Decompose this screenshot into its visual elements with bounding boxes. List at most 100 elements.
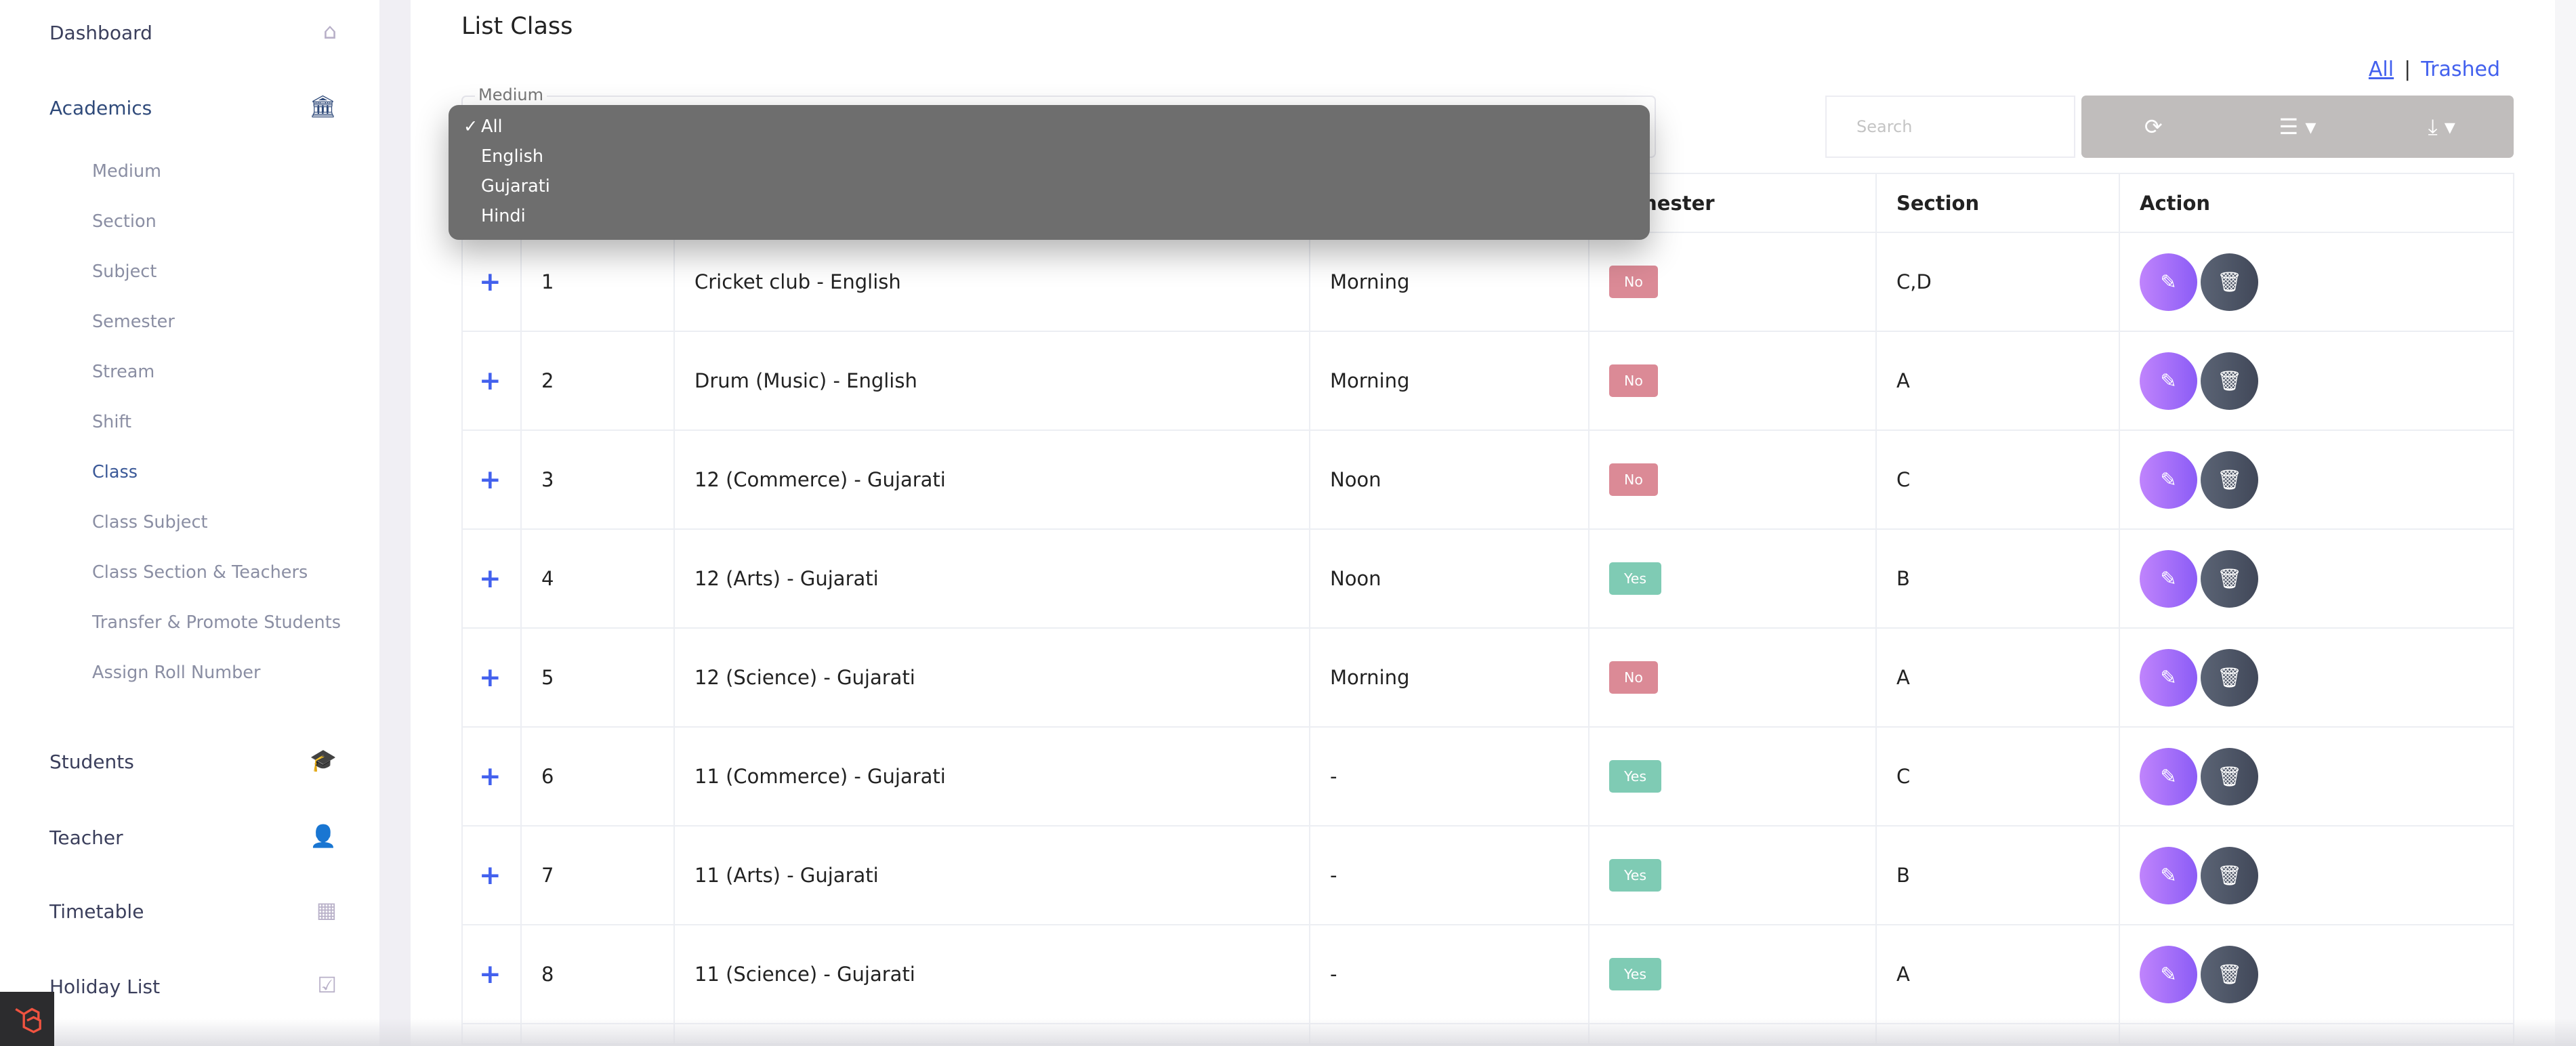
edit-button[interactable]: ✎	[2140, 846, 2197, 904]
table-row: + 5 12 (Science) - Gujarati Morning No A…	[461, 627, 2514, 728]
semester-badge: Yes	[1609, 562, 1662, 595]
row-number: 1	[520, 232, 675, 332]
sidebar-subitem[interactable]: Medium	[92, 161, 161, 182]
semester-cell: Yes	[1588, 726, 1877, 827]
row-number: 2	[520, 331, 675, 431]
delete-button[interactable]: 🗑	[2201, 648, 2258, 707]
section: B	[1875, 825, 2120, 925]
scrollbar-track[interactable]	[2555, 0, 2576, 1046]
expand-row-button[interactable]: +	[461, 232, 522, 332]
edit-button[interactable]: ✎	[2140, 648, 2197, 707]
shift: Noon	[1309, 528, 1590, 629]
semester-badge: No	[1609, 266, 1658, 298]
actions-cell: ✎ 🗑	[2119, 627, 2514, 728]
delete-button[interactable]: 🗑	[2201, 747, 2258, 806]
sidebar-item-academics[interactable]: Academics 🏛	[49, 93, 337, 119]
list-icon: ☰ ▾	[2279, 114, 2317, 140]
sidebar-subitem[interactable]: Class Section & Teachers	[92, 562, 308, 583]
sidebar-subitem[interactable]: Class	[92, 462, 138, 482]
page-title: List Class	[461, 13, 573, 40]
actions-cell: ✎ 🗑	[2119, 331, 2514, 431]
shift: -	[1309, 825, 1590, 925]
semester-cell: No	[1588, 331, 1877, 431]
sidebar-item-timetable[interactable]: Timetable ▦	[49, 897, 337, 923]
semester-cell: No	[1588, 627, 1877, 728]
sidebar-subitem[interactable]: Semester	[92, 312, 175, 332]
sidebar-subitem[interactable]: Class Subject	[92, 512, 208, 532]
shift: Morning	[1309, 331, 1590, 431]
semester-badge: Yes	[1609, 958, 1662, 990]
calendar-icon: ▦	[316, 897, 337, 923]
table-row: + 6 11 (Commerce) - Gujarati - Yes C ✎ 🗑	[461, 726, 2514, 827]
semester-cell: No	[1588, 430, 1877, 530]
export-button[interactable]: ⤓ ▾	[2369, 96, 2514, 158]
sidebar-subitem[interactable]: Assign Roll Number	[92, 663, 261, 683]
columns-button[interactable]: ☰ ▾	[2226, 96, 2370, 158]
class-name: 11 (Commerce) - Gujarati	[673, 726, 1310, 827]
row-number: 8	[520, 924, 675, 1024]
semester-badge: No	[1609, 661, 1658, 694]
trashed-link[interactable]: Trashed	[2421, 58, 2500, 81]
dropdown-option[interactable]: English	[449, 145, 1650, 175]
home-icon: ⌂	[323, 18, 337, 44]
delete-button[interactable]: 🗑	[2201, 945, 2258, 1003]
delete-button[interactable]: 🗑	[2201, 846, 2258, 904]
sidebar-item-teacher[interactable]: Teacher 👤	[49, 823, 337, 849]
option-label: English	[481, 146, 544, 167]
sidebar-item-students[interactable]: Students 🎓	[49, 747, 337, 773]
semester-badge: No	[1609, 463, 1658, 496]
laravel-debugbar-icon[interactable]	[0, 992, 54, 1046]
class-name: 11 (Science) - Gujarati	[673, 924, 1310, 1024]
actions-cell: ✎ 🗑	[2119, 232, 2514, 332]
edit-button[interactable]: ✎	[2140, 549, 2197, 608]
table-row: + 2 Drum (Music) - English Morning No A …	[461, 331, 2514, 431]
class-name: 12 (Science) - Gujarati	[673, 627, 1310, 728]
expand-row-button[interactable]: +	[461, 331, 522, 431]
semester-cell: Yes	[1588, 924, 1877, 1024]
expand-row-button[interactable]: +	[461, 430, 522, 530]
delete-button[interactable]: 🗑	[2201, 352, 2258, 410]
graduation-cap-icon: 🎓	[310, 747, 337, 773]
actions-cell: ✎ 🗑	[2119, 726, 2514, 827]
refresh-button[interactable]: ⟳	[2081, 96, 2226, 158]
sidebar-item-holiday-list[interactable]: Holiday List ☑	[49, 972, 337, 998]
row-number: 6	[520, 726, 675, 827]
sidebar-subitem[interactable]: Transfer & Promote Students	[92, 612, 341, 633]
option-label: All	[481, 117, 503, 137]
edit-button[interactable]: ✎	[2140, 747, 2197, 806]
sidebar-item-dashboard[interactable]: Dashboard ⌂	[49, 18, 337, 44]
sidebar-subitem[interactable]: Stream	[92, 362, 155, 382]
edit-button[interactable]: ✎	[2140, 945, 2197, 1003]
check-icon: ✓	[463, 117, 478, 137]
dropdown-option[interactable]: ✓ All	[449, 115, 1650, 145]
dropdown-option[interactable]: Gujarati	[449, 175, 1650, 205]
all-link[interactable]: All	[2368, 58, 2394, 81]
delete-button[interactable]: 🗑	[2201, 253, 2258, 311]
expand-row-button[interactable]: +	[461, 726, 522, 827]
row-number: 3	[520, 430, 675, 530]
column-header: Action	[2119, 173, 2514, 233]
sidebar-subitem[interactable]: Subject	[92, 262, 157, 282]
toolbar: ⟳ ☰ ▾ ⤓ ▾	[2081, 96, 2514, 158]
bottom-fade	[0, 1018, 2576, 1046]
expand-row-button[interactable]: +	[461, 825, 522, 925]
expand-row-button[interactable]: +	[461, 924, 522, 1024]
delete-button[interactable]: 🗑	[2201, 451, 2258, 509]
edit-button[interactable]: ✎	[2140, 352, 2197, 410]
edit-button[interactable]: ✎	[2140, 253, 2197, 311]
sidebar: Dashboard ⌂ Academics 🏛 Medium Section Subje…	[0, 0, 379, 1046]
section: C	[1875, 726, 2120, 827]
search-input[interactable]	[1825, 96, 2075, 158]
delete-button[interactable]: 🗑	[2201, 549, 2258, 608]
medium-dropdown: ✓ All English Gujarati Hindi	[449, 105, 1650, 240]
expand-row-button[interactable]: +	[461, 528, 522, 629]
semester-cell: No	[1588, 232, 1877, 332]
class-name: Drum (Music) - English	[673, 331, 1310, 431]
expand-row-button[interactable]: +	[461, 627, 522, 728]
sidebar-subitem[interactable]: Shift	[92, 412, 131, 432]
sidebar-subitem[interactable]: Section	[92, 211, 157, 232]
dropdown-option[interactable]: Hindi	[449, 205, 1650, 234]
class-name: 12 (Arts) - Gujarati	[673, 528, 1310, 629]
semester-badge: No	[1609, 364, 1658, 397]
edit-button[interactable]: ✎	[2140, 451, 2197, 509]
